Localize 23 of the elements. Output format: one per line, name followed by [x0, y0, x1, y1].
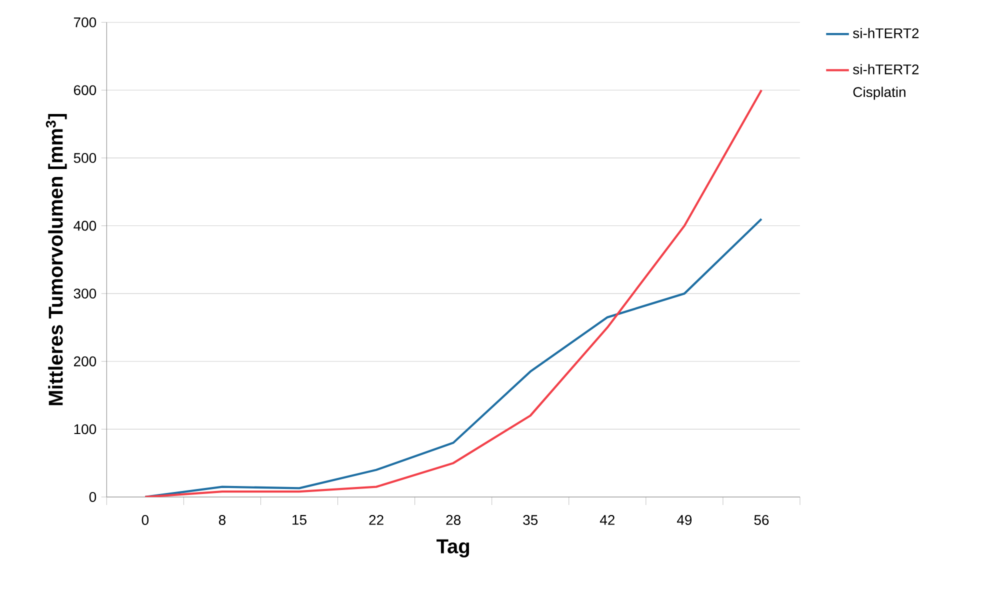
- x-tick-label: 28: [446, 515, 461, 525]
- y-tick-label: 300: [74, 288, 96, 299]
- x-tick-label: 49: [676, 515, 692, 525]
- x-tick-label: 56: [754, 515, 769, 525]
- x-axis-title: Tag: [436, 539, 470, 558]
- y-tick-label: 400: [74, 220, 96, 231]
- legend-label: si-hTERT2 Cisplatin: [853, 64, 919, 100]
- legend-label: si-hTERT2: [853, 28, 919, 38]
- y-tick-label: 200: [74, 356, 96, 366]
- x-tick-label: 42: [600, 515, 614, 525]
- y-tick-label: 500: [74, 153, 96, 163]
- x-tick-label: 22: [369, 515, 384, 525]
- y-tick-label: 100: [74, 424, 96, 434]
- x-tick-label: 35: [523, 515, 538, 525]
- line-series: [144, 89, 763, 497]
- x-tick-label: 15: [292, 515, 306, 525]
- line-series: [144, 218, 763, 497]
- y-axis-title: Mittleres Tumorvolumen [mm$^{3}$]: [46, 114, 67, 406]
- y-tick-label: 0: [89, 492, 96, 502]
- x-tick-label: 8: [218, 515, 226, 525]
- y-tick-label: 700: [74, 17, 96, 28]
- y-tick-label: 600: [74, 85, 96, 96]
- x-tick-label: 0: [142, 515, 149, 525]
